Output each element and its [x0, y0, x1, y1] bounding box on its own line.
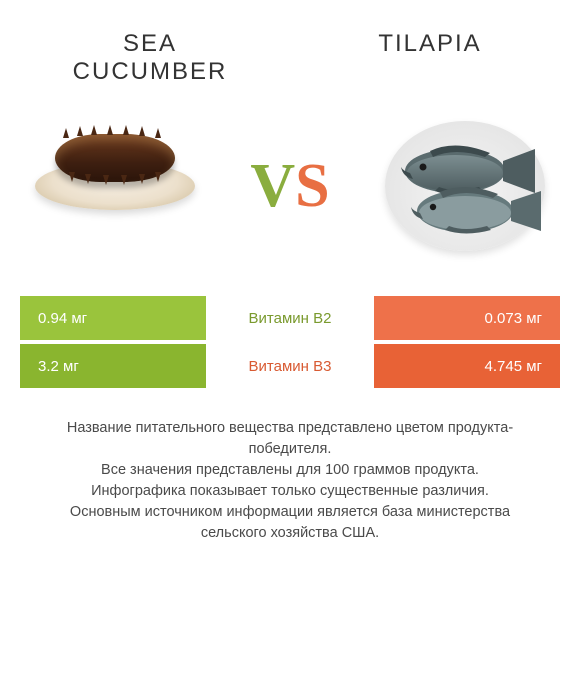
cell-left-value: 0.94 мг: [20, 296, 206, 340]
table-row: 0.94 мг Витамин B2 0.073 мг: [20, 296, 560, 340]
sea-cucumber-image: [30, 116, 200, 256]
fish-plate-illustration: [385, 121, 545, 251]
footer-text: Название питательного вещества представл…: [20, 418, 560, 544]
plate-illustration: [35, 162, 195, 210]
spikes: [55, 134, 175, 182]
vs-badge: VS: [250, 151, 329, 222]
comparison-table: 0.94 мг Витамин B2 0.073 мг 3.2 мг Витам…: [20, 296, 560, 418]
cell-nutrient-label: Витамин B2: [206, 296, 374, 340]
footer-line: Все значения представлены для 100 граммо…: [38, 460, 542, 481]
title-left: Sea cucumber: [50, 30, 250, 86]
cucumber-illustration: [55, 134, 175, 182]
footer-line: Инфографика показывает только существенн…: [38, 481, 542, 502]
cell-nutrient-label: Витамин B3: [206, 344, 374, 388]
cell-right-value: 0.073 мг: [374, 296, 560, 340]
table-row: 3.2 мг Витамин B3 4.745 мг: [20, 344, 560, 388]
vs-s-letter: S: [295, 151, 329, 222]
footer-line: Основным источником информации является …: [38, 502, 542, 544]
title-right: Tilapia: [330, 30, 530, 58]
vs-v-letter: V: [250, 151, 295, 222]
cell-right-value: 4.745 мг: [374, 344, 560, 388]
footer-line: Название питательного вещества представл…: [38, 418, 542, 460]
fish-svg: [385, 121, 545, 251]
cell-left-value: 3.2 мг: [20, 344, 206, 388]
tilapia-image: [380, 116, 550, 256]
titles-row: Sea cucumber Tilapia: [20, 20, 560, 106]
infographic-container: Sea cucumber Tilapia: [0, 0, 580, 694]
images-row: VS: [20, 106, 560, 296]
